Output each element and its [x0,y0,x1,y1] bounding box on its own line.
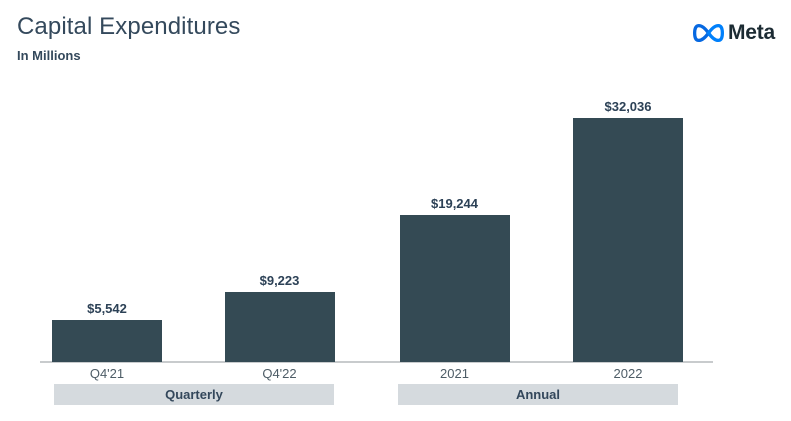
bar-value-label-2021: $19,244 [431,196,478,211]
bar-2021 [399,215,510,362]
x-axis-label-2021: 2021 [440,366,469,381]
bar-q4-21 [52,320,162,362]
bar-2022 [573,118,683,362]
bar-value-label-q4-22: $9,223 [259,273,300,288]
x-axis-label-q4-21: Q4'21 [89,366,125,381]
x-axis-label-2022: 2022 [613,366,643,381]
slide-header: Capital Expenditures In Millions [17,13,240,63]
group-label-quarterly: Quarterly [54,384,334,405]
page-subtitle: In Millions [17,48,81,63]
bar-value-label-q4-21: $5,542 [87,301,127,316]
page-title: Capital Expenditures [17,13,241,40]
group-label-annual: Annual [398,384,678,405]
bar-value-label-2022: $32,036 [604,99,652,114]
meta-logo: Meta [692,21,775,45]
meta-wordmark: Meta [727,21,775,44]
meta-infinity-icon [692,23,724,43]
bar-q4-22 [224,292,335,362]
x-axis-label-q4-22: Q4'22 [262,366,297,381]
x-axis-line [40,361,713,363]
